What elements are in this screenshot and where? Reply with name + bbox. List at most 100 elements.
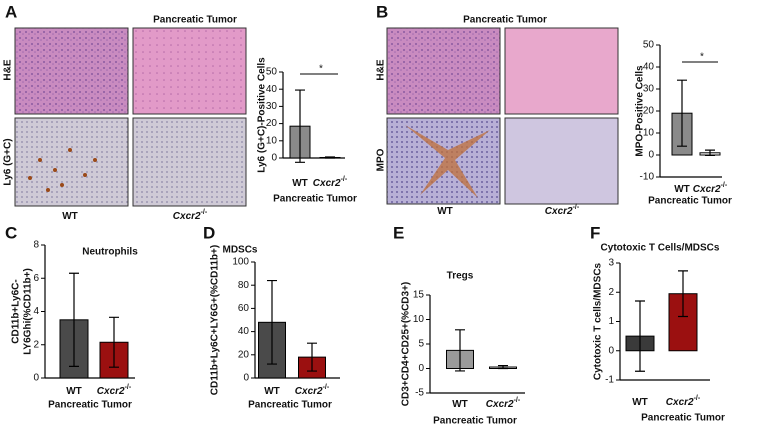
y-tick-label: 40 [238, 326, 250, 337]
column-label: Cxcr2-/- [545, 204, 580, 216]
y-tick-label: -5 [415, 388, 424, 399]
error-bar [455, 329, 465, 372]
x-tick-label-main: Cxcr2 [97, 386, 125, 397]
image [14, 117, 129, 207]
y-tick-label: 0 [33, 373, 39, 384]
y-tick-label: 80 [238, 280, 250, 291]
row-label: H&E [376, 59, 387, 80]
chart-title: Cytotoxic T Cells/MDSCs [601, 243, 720, 254]
panel-letter: E [393, 223, 404, 242]
panel-letter: F [590, 223, 600, 242]
x-tick-label-main: Cxcr2 [313, 178, 341, 189]
y-tick-label: 60 [238, 303, 250, 314]
y-tick-label: 1 [608, 316, 614, 327]
x-tick-label: Cxcr2-/- [313, 176, 348, 188]
column-label-main: Cxcr2 [545, 206, 573, 217]
x-tick-label-sup: -/- [514, 397, 521, 404]
row-label: H&E [3, 59, 14, 80]
x-tick-label: WT [264, 386, 280, 397]
row-label: MPO [376, 148, 387, 171]
x-tick-label: WT [452, 399, 468, 410]
chart-title: Tregs [447, 271, 474, 282]
x-tick-label: Cxcr2-/- [666, 395, 701, 407]
significance-label: * [700, 52, 704, 63]
image [132, 27, 247, 115]
x-tick-label-main: Cxcr2 [295, 386, 323, 397]
error-bar [705, 149, 715, 157]
y-tick-label: 20 [266, 118, 278, 129]
y-tick-label: 8 [33, 240, 39, 251]
y-tick-label: 100 [232, 257, 249, 268]
y-tick-label: 30 [643, 84, 655, 95]
error-bar [325, 156, 335, 159]
image [386, 27, 501, 115]
chart-title: Neutrophils [82, 247, 138, 258]
chart-title: MDSCs [222, 245, 257, 256]
x-tick-label: Cxcr2-/- [693, 182, 728, 194]
x-tick-label-sup: -/- [323, 384, 330, 391]
y-tick-label: 20 [238, 349, 250, 360]
y-tick-label: 15 [413, 290, 425, 301]
column-label-main: WT [437, 206, 453, 217]
y-tick-label: 2 [33, 339, 39, 350]
x-tick-label-main: WT [674, 184, 690, 195]
histology-panel-b [386, 27, 619, 205]
panel-letter: B [376, 2, 388, 21]
column-label: WT [437, 206, 453, 217]
column-label: WT [62, 211, 78, 222]
x-axis-label: Pancreatic Tumor [273, 194, 357, 205]
y-tick-label: 0 [608, 345, 614, 356]
image-title: Pancreatic Tumor [153, 15, 237, 26]
image [132, 117, 247, 207]
y-tick-label: 30 [266, 101, 278, 112]
row-label: Ly6 (G+C) [3, 138, 14, 185]
x-tick-label-main: WT [292, 178, 308, 189]
error-bar [307, 342, 317, 372]
error-bar [498, 364, 508, 370]
y-tick-label: -10 [640, 172, 655, 183]
x-tick-label-main: WT [264, 386, 280, 397]
column-label-sup: -/- [201, 209, 208, 216]
x-tick-label-sup: -/- [341, 176, 348, 183]
y-tick-label: 0 [418, 363, 424, 374]
y-axis-label: CD3+CD4+CD25+(%CD3+) [401, 282, 412, 407]
y-tick-label: 40 [266, 84, 278, 95]
column-label-sup: -/- [573, 204, 580, 211]
y-tick-label: 5 [418, 339, 424, 350]
stain [28, 148, 97, 192]
y-axis-label: CD11b+Ly6C- [11, 279, 22, 343]
y-tick-label: 0 [271, 153, 277, 164]
y-tick-label: 2 [608, 287, 614, 298]
y-axis-label: CD11b+Ly6C+LY6G+(%CD11b+) [210, 245, 221, 395]
x-tick-label-main: WT [632, 397, 648, 408]
x-tick-label: Cxcr2-/- [97, 384, 132, 396]
x-tick-label: WT [674, 184, 690, 195]
y-tick-label: 10 [643, 128, 655, 139]
error-bar [635, 300, 645, 372]
y-tick-label: 50 [266, 67, 278, 78]
column-label-main: Cxcr2 [173, 211, 201, 222]
x-tick-label-main: Cxcr2 [666, 397, 694, 408]
x-tick-label: Cxcr2-/- [295, 384, 330, 396]
stain [405, 125, 490, 198]
y-tick-label: 0 [243, 373, 249, 384]
y-tick-label: 4 [33, 306, 39, 317]
x-axis-label: Pancreatic Tumor [641, 413, 725, 424]
y-tick-label: 10 [413, 314, 425, 325]
error-bar [677, 79, 687, 147]
x-tick-label-main: Cxcr2 [486, 399, 514, 410]
x-axis-label: Pancreatic Tumor [248, 400, 332, 411]
image-title: Pancreatic Tumor [463, 15, 547, 26]
y-tick-label: 10 [266, 135, 278, 146]
image [504, 27, 619, 115]
y-tick-label: 0 [648, 150, 654, 161]
significance-label: * [319, 64, 323, 75]
x-tick-label-main: WT [452, 399, 468, 410]
error-bar [267, 279, 277, 365]
x-tick-label: WT [66, 386, 82, 397]
error-bar [295, 89, 305, 163]
y-axis-label: Ly6 (G+C)-Positive Cells [257, 57, 268, 173]
panel-letter: D [203, 223, 215, 242]
x-tick-label-main: WT [66, 386, 82, 397]
